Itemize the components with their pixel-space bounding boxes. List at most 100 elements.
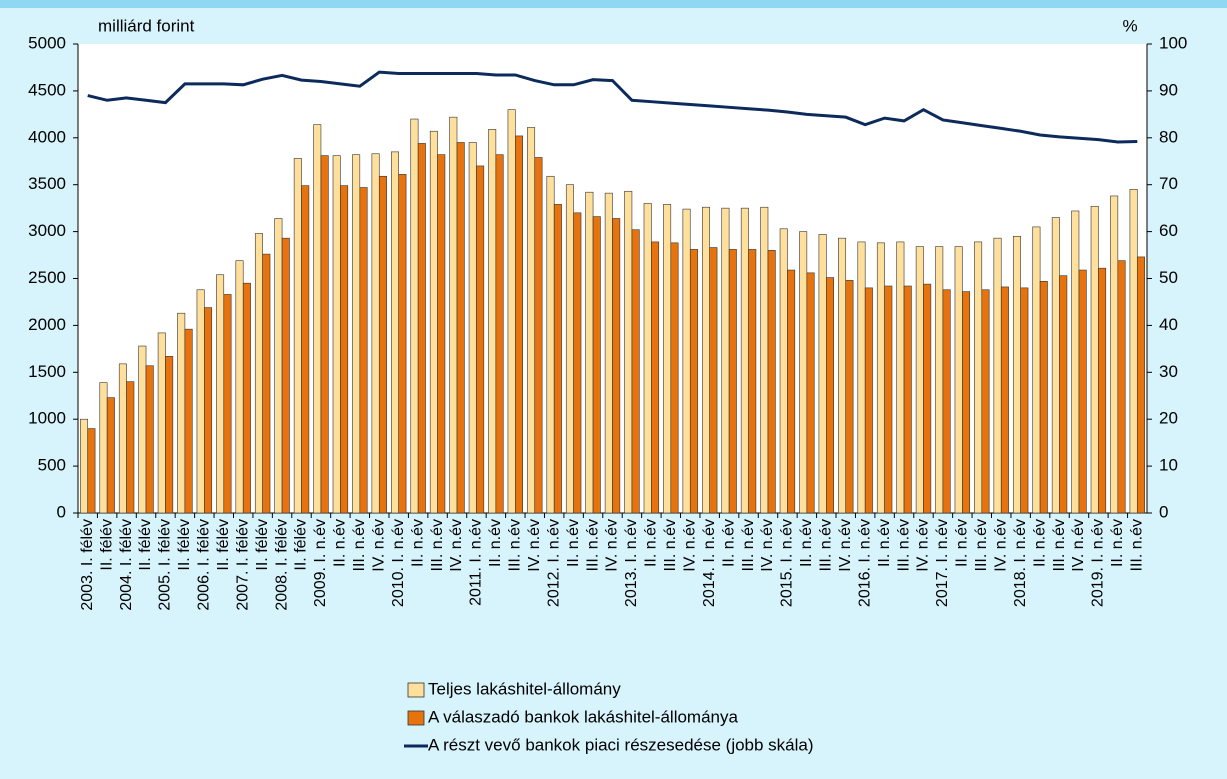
y-tick-label: 3000 — [28, 221, 66, 240]
bar — [340, 185, 349, 514]
bar — [378, 175, 387, 514]
bar — [864, 287, 873, 514]
bar — [818, 234, 827, 514]
x-tick-label: III. n.év — [351, 519, 368, 571]
x-tick-label: II. félév — [98, 519, 115, 571]
x-tick-label: III. n.év — [1129, 519, 1146, 571]
bar — [204, 307, 213, 514]
bar — [106, 397, 115, 514]
y2-tick-label: 90 — [1159, 80, 1178, 99]
bar — [165, 356, 174, 514]
bar — [670, 242, 679, 514]
bar — [126, 381, 135, 514]
bar — [884, 285, 893, 514]
bar — [332, 155, 341, 514]
bar — [767, 250, 776, 514]
bar — [118, 363, 127, 514]
bar — [398, 174, 407, 514]
bar — [585, 191, 594, 514]
y2-tick-label: 20 — [1159, 409, 1178, 428]
bar — [223, 294, 232, 514]
bar — [1039, 281, 1048, 514]
bar — [437, 154, 446, 514]
y-axis-label: milliárd forint — [98, 16, 195, 35]
x-tick-label: 2003. I. félév — [79, 519, 96, 611]
bar — [787, 269, 796, 514]
x-tick-label: IV. n.év — [604, 519, 621, 572]
x-tick-label: IV. n.év — [448, 519, 465, 572]
x-tick-label: 2011. I. n.év — [468, 519, 485, 606]
x-tick-label: 2019. I. n.év — [1090, 519, 1107, 607]
bar — [962, 291, 971, 514]
bar — [488, 129, 497, 514]
bar — [1020, 287, 1029, 514]
bar — [903, 285, 912, 514]
x-tick-label: II. félév — [254, 519, 271, 571]
y2-tick-label: 100 — [1159, 33, 1187, 52]
bar — [1012, 235, 1021, 514]
x-tick-label: III. n.év — [818, 519, 835, 571]
y-tick-label: 1500 — [28, 362, 66, 381]
bar — [915, 246, 924, 514]
x-tick-label: II. n.év — [876, 519, 893, 567]
bar — [281, 237, 290, 514]
x-tick-label: IV. n.év — [526, 519, 543, 572]
bar — [1117, 260, 1126, 514]
bar — [1136, 256, 1145, 514]
legend-label: Teljes lakáshitel-állomány — [428, 679, 621, 698]
bar — [709, 247, 718, 514]
line — [87, 70, 1138, 144]
y-tick-label: 500 — [38, 456, 66, 475]
x-tick-label: 2007. I. félév — [234, 519, 251, 611]
bar — [1110, 195, 1119, 514]
bar — [429, 130, 438, 514]
bar — [631, 229, 640, 514]
x-tick-label: II. n.év — [409, 519, 426, 567]
y-tick-label: 4500 — [28, 80, 66, 99]
x-tick-label: IV. n.év — [759, 519, 776, 572]
y-tick-label: 3500 — [28, 174, 66, 193]
x-tick-label: II. félév — [137, 519, 154, 571]
y2-axis-label: % — [1122, 16, 1137, 35]
bar — [242, 282, 251, 514]
bar — [177, 312, 186, 514]
bar — [1000, 286, 1009, 514]
x-tick-label: III. n.év — [584, 519, 601, 571]
y2-tick-label: 60 — [1159, 221, 1178, 240]
bar — [1059, 275, 1068, 514]
x-tick-label: III. n.év — [1051, 519, 1068, 571]
bar — [760, 206, 769, 514]
x-tick-label: IV. n.év — [370, 519, 387, 572]
bar — [359, 187, 368, 514]
bar — [838, 237, 847, 514]
y2-tick-label: 80 — [1159, 127, 1178, 146]
bar — [721, 207, 730, 514]
bar — [254, 233, 263, 514]
x-tick-label: 2017. I. n.év — [934, 519, 951, 607]
bar — [468, 142, 477, 514]
bar — [184, 328, 193, 514]
y-tick-label: 2000 — [28, 315, 66, 334]
legend-label: A részt vevő bankok piaci részesedése (j… — [428, 735, 814, 754]
x-tick-label: 2018. I. n.év — [1012, 519, 1029, 607]
x-tick-label: 2016. I. n.év — [856, 519, 873, 607]
bar — [320, 155, 329, 514]
bar — [942, 289, 951, 514]
bar — [274, 218, 283, 514]
bar — [371, 153, 380, 514]
bar — [806, 272, 815, 514]
x-tick-label: 2012. I. n.év — [545, 519, 562, 607]
bar — [507, 109, 516, 514]
x-tick-label: II. n.év — [1031, 519, 1048, 567]
bar — [799, 231, 808, 514]
bar — [262, 253, 271, 514]
bar — [845, 280, 854, 514]
x-tick-label: II. félév — [215, 519, 232, 571]
y-tick-label: 2500 — [28, 268, 66, 287]
y-tick-label: 5000 — [28, 33, 66, 52]
x-tick-label: II. n.év — [798, 519, 815, 567]
y-tick-label: 4000 — [28, 127, 66, 146]
bar — [216, 274, 225, 514]
bar — [981, 289, 990, 514]
